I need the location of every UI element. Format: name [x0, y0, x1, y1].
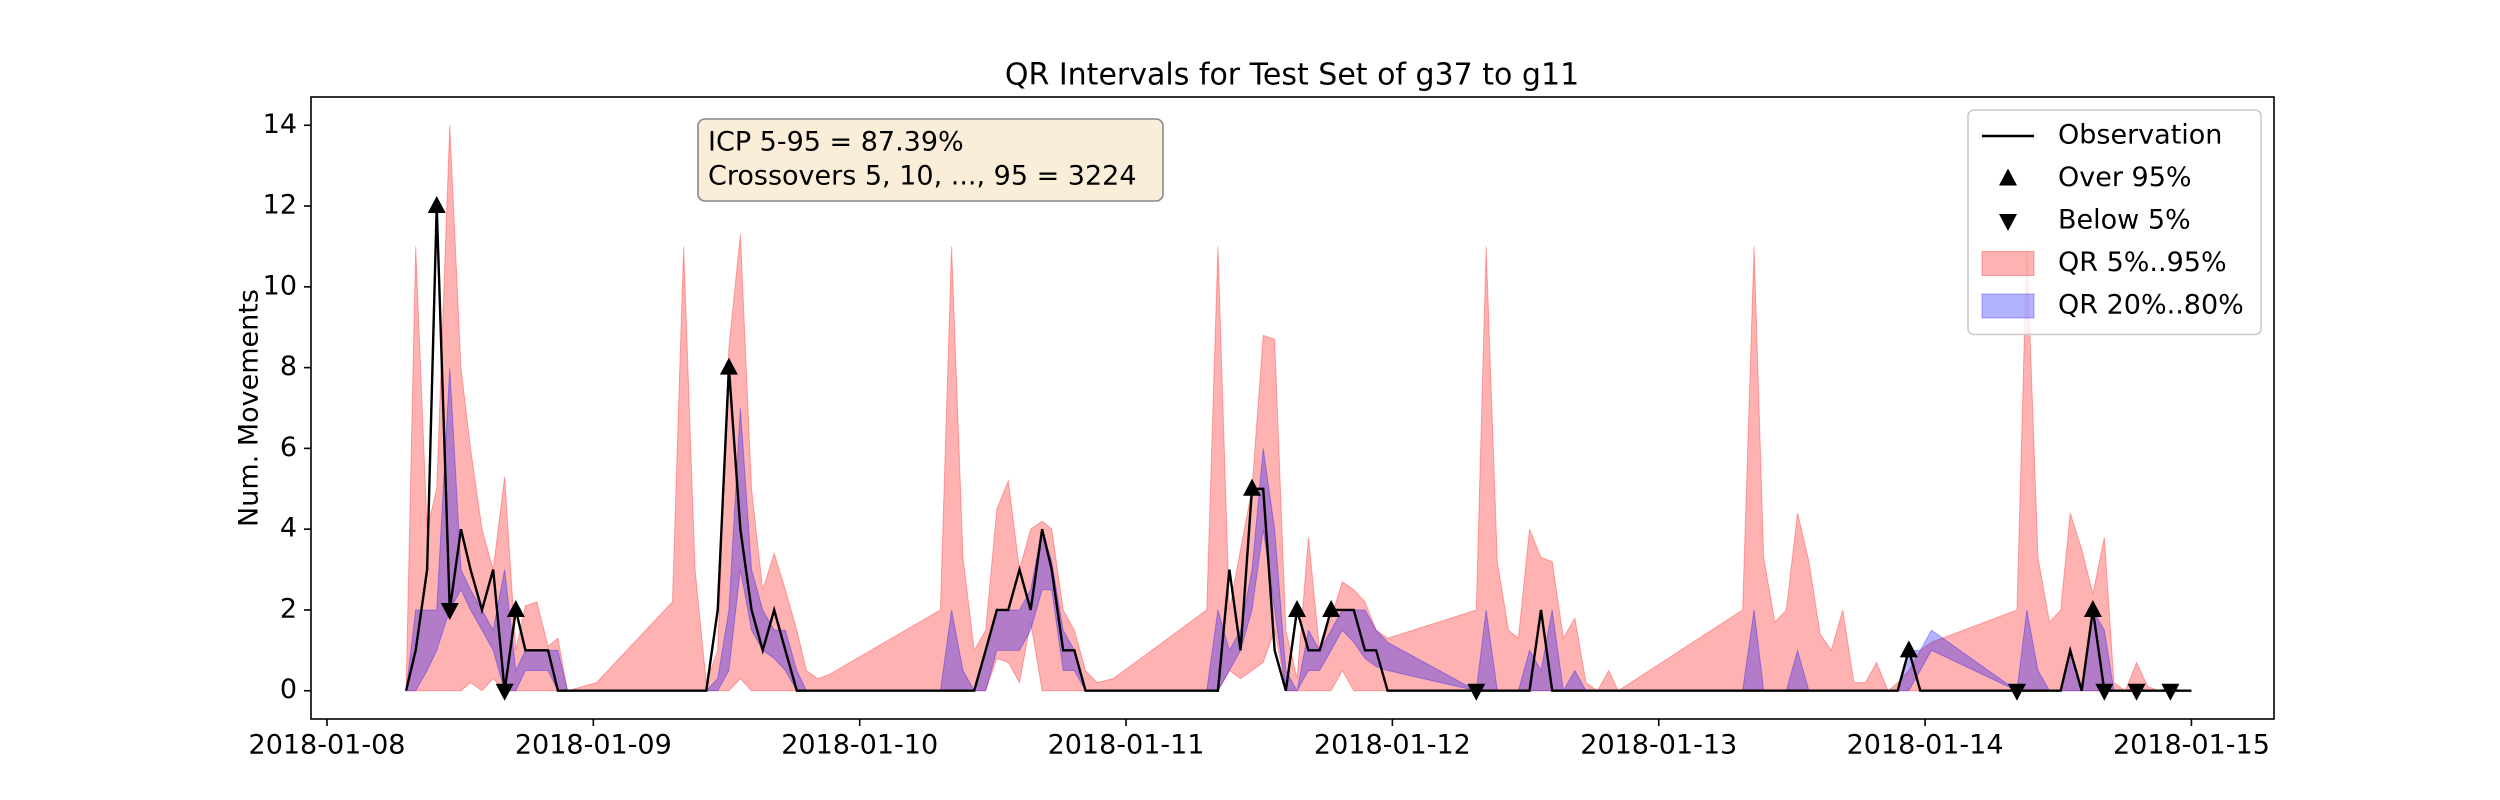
y-tick-label: 6: [280, 432, 297, 463]
marker: [1467, 683, 1486, 701]
legend-label: Below 5%: [2058, 205, 2191, 236]
marker: [719, 357, 738, 375]
y-axis-label: Num. Movements: [234, 289, 265, 527]
legend-label: Observation: [2058, 120, 2222, 151]
x-tick-label: 2018-01-12: [1314, 730, 1471, 761]
legend-swatch: [1999, 214, 2017, 231]
y-tick-label: 10: [263, 270, 297, 301]
annotation: Crossovers 5, 10, ..., 95 = 3224: [708, 161, 1137, 192]
x-tick-label: 2018-01-10: [781, 730, 938, 761]
y-tick-label: 4: [280, 513, 297, 544]
y-tick-label: 14: [263, 109, 297, 140]
marker: [440, 602, 459, 620]
x-tick-label: 2018-01-14: [1847, 730, 2004, 761]
marker: [427, 196, 446, 214]
marker: [2095, 683, 2114, 701]
annotation-box: [697, 118, 1164, 202]
legend-label: QR 20%..80%: [2058, 290, 2244, 321]
y-tick-label: 12: [263, 190, 297, 221]
y-tick-label: 0: [280, 674, 297, 705]
x-tick-label: 2018-01-08: [249, 730, 406, 761]
y-tick-label: 8: [280, 351, 297, 382]
marker: [1288, 599, 1307, 617]
marker: [506, 599, 525, 617]
annotation: ICP 5-95 = 87.39%: [708, 127, 964, 158]
marker: [495, 683, 514, 701]
legend-swatch: [1981, 293, 2035, 319]
marker: [2161, 683, 2180, 701]
legend-swatch: [1999, 168, 2017, 186]
x-tick-label: 2018-01-09: [515, 730, 672, 761]
marker: [2083, 599, 2102, 617]
y-tick-label: 2: [280, 593, 297, 624]
legend-swatch: [1981, 251, 2035, 276]
marker: [1243, 478, 1262, 496]
marker: [2127, 683, 2146, 701]
chart-title: QR Intervals for Test Set of g37 to g11: [1005, 58, 1579, 93]
legend-label: QR 5%..95%: [2058, 247, 2227, 278]
x-tick-label: 2018-01-13: [1580, 730, 1737, 761]
marker: [1899, 640, 1918, 658]
marker: [2007, 683, 2026, 701]
legend-box: [1967, 109, 2262, 336]
interval-band: [405, 125, 2192, 692]
axes-frame: [310, 96, 2275, 720]
x-tick-label: 2018-01-15: [2113, 730, 2270, 761]
x-tick-label: 2018-01-11: [1048, 730, 1205, 761]
marker: [1322, 599, 1341, 617]
legend-label: Over 95%: [2058, 162, 2192, 193]
